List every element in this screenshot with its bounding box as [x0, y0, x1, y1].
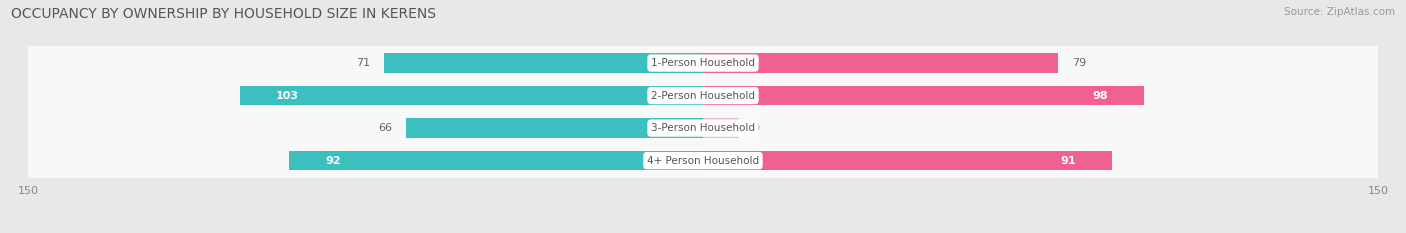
Bar: [703, 53, 1059, 73]
Text: 92: 92: [325, 156, 340, 166]
Bar: [703, 118, 740, 138]
Text: Source: ZipAtlas.com: Source: ZipAtlas.com: [1284, 7, 1395, 17]
Bar: [384, 53, 703, 73]
FancyBboxPatch shape: [18, 46, 1388, 80]
Text: 71: 71: [356, 58, 370, 68]
Bar: [703, 86, 1144, 105]
Text: 79: 79: [1071, 58, 1087, 68]
Bar: [239, 86, 703, 105]
Text: 3-Person Household: 3-Person Household: [651, 123, 755, 133]
Text: 4+ Person Household: 4+ Person Household: [647, 156, 759, 166]
Bar: [703, 151, 1112, 170]
FancyBboxPatch shape: [18, 78, 1388, 113]
Text: OCCUPANCY BY OWNERSHIP BY HOUSEHOLD SIZE IN KERENS: OCCUPANCY BY OWNERSHIP BY HOUSEHOLD SIZE…: [11, 7, 436, 21]
Text: 1-Person Household: 1-Person Household: [651, 58, 755, 68]
FancyBboxPatch shape: [18, 111, 1388, 145]
Text: 98: 98: [1092, 91, 1108, 101]
Text: 0: 0: [752, 123, 759, 133]
Text: 103: 103: [276, 91, 298, 101]
Text: 91: 91: [1060, 156, 1077, 166]
Bar: [406, 118, 703, 138]
Text: 2-Person Household: 2-Person Household: [651, 91, 755, 101]
Text: 66: 66: [378, 123, 392, 133]
Bar: [290, 151, 703, 170]
FancyBboxPatch shape: [18, 143, 1388, 178]
